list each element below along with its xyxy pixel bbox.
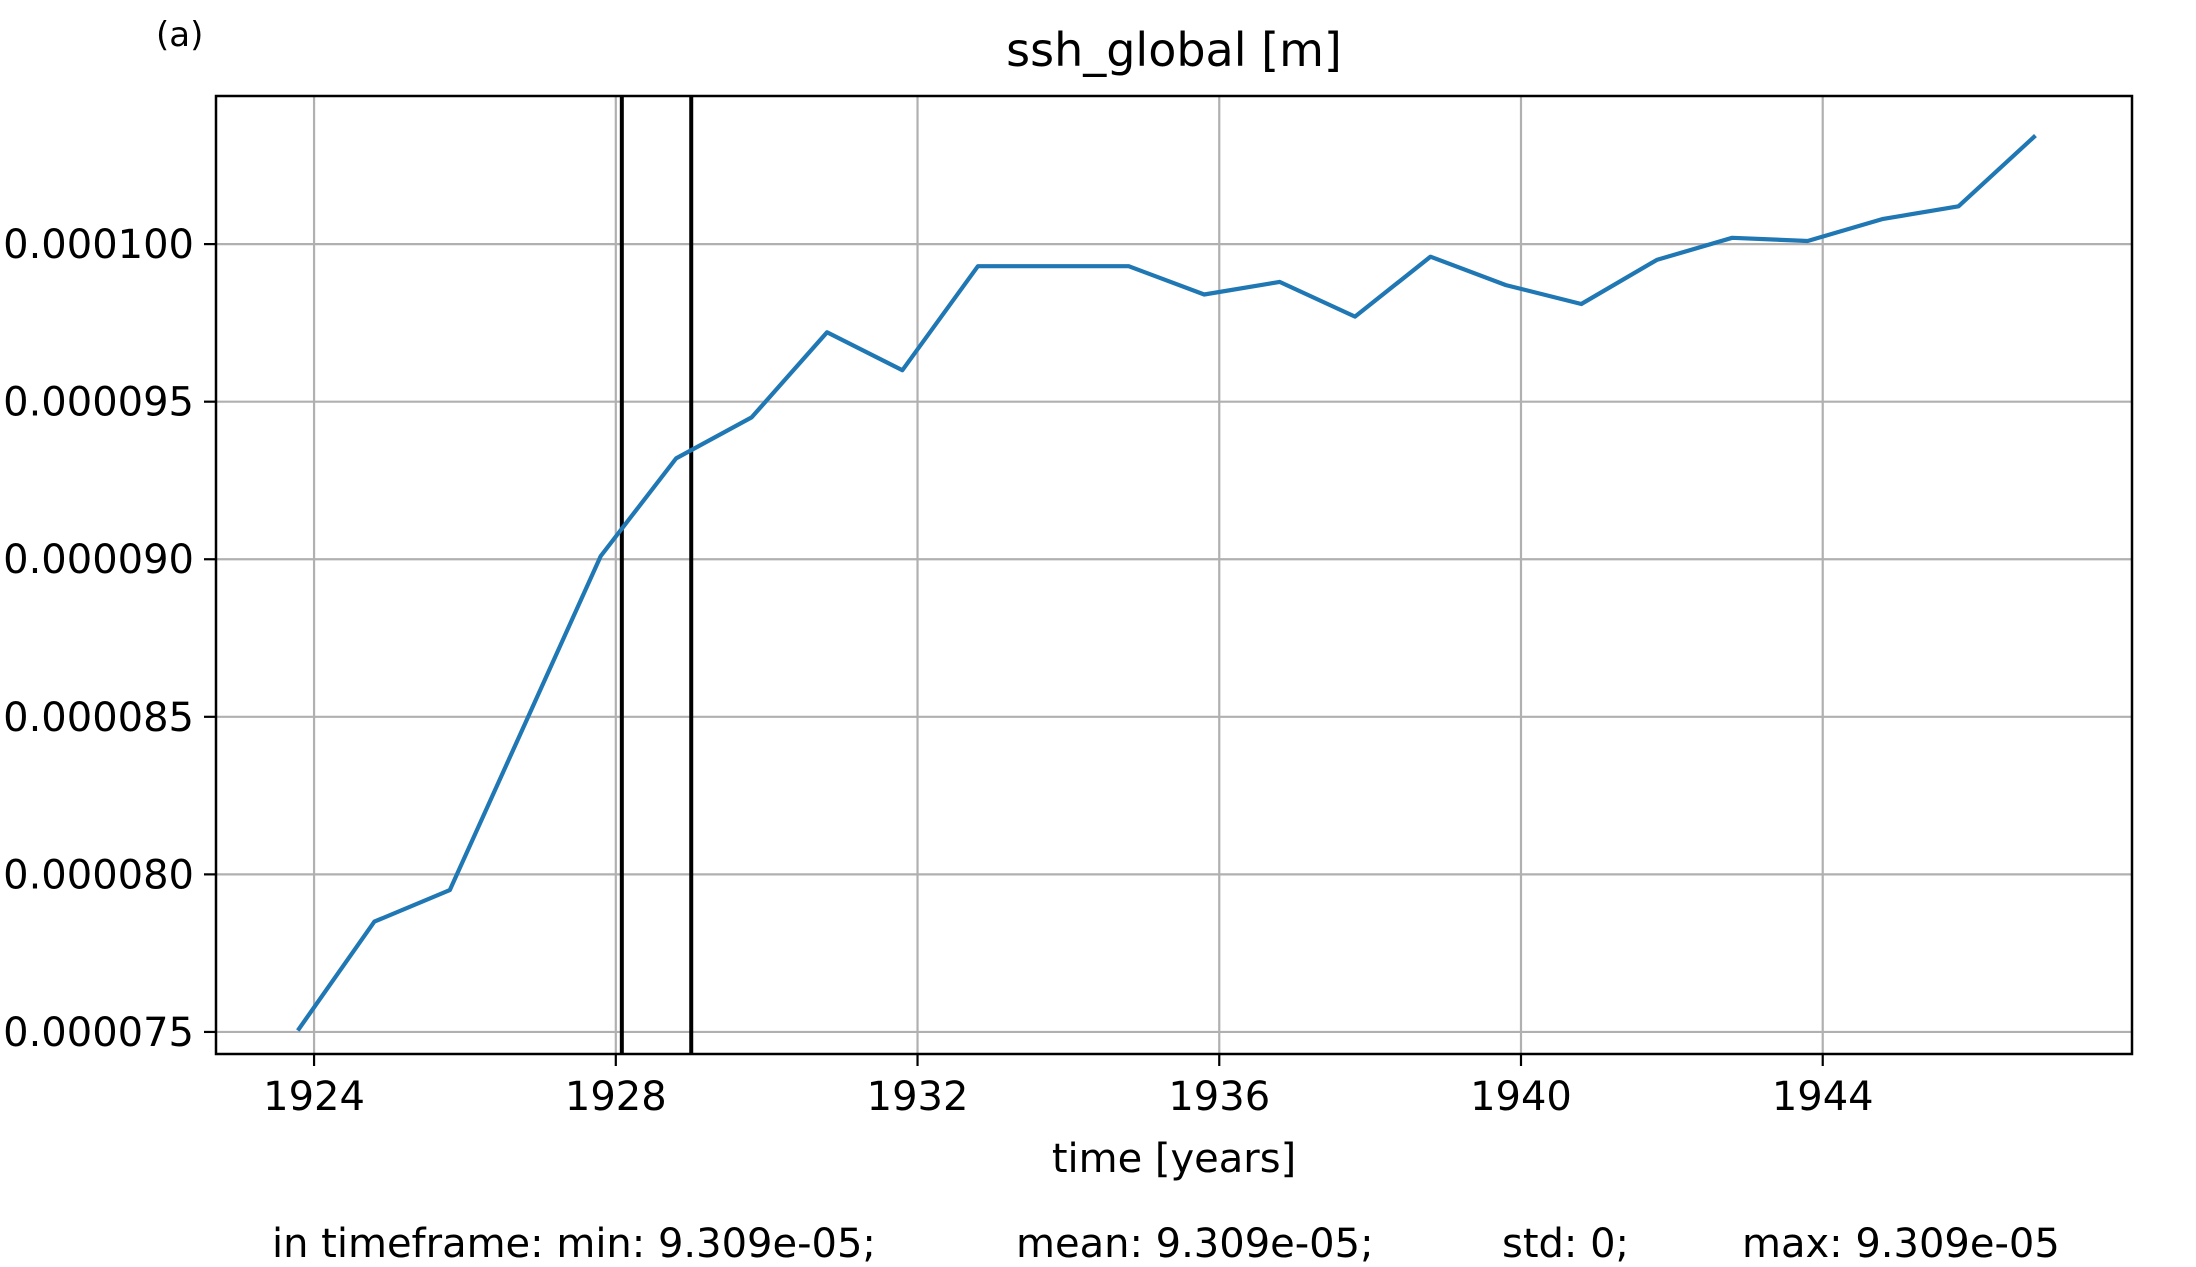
grid <box>216 96 2132 1054</box>
panel-label: (a) <box>156 15 203 55</box>
x-axis-ticks: 1924 1928 1932 1936 1940 1944 <box>263 1054 1874 1120</box>
y-tick-label: 0.000100 <box>3 222 194 268</box>
axes-frame <box>214 94 2134 1056</box>
x-tick-label: 1936 <box>1168 1074 1270 1120</box>
x-tick-label: 1928 <box>565 1074 667 1120</box>
x-tick-label: 1944 <box>1772 1074 1874 1120</box>
stats-std: std: 0; <box>1502 1221 1629 1263</box>
chart-title: ssh_global [m] <box>1006 23 1342 77</box>
y-tick-label: 0.000080 <box>3 852 194 898</box>
y-axis-ticks: 0.000075 0.000080 0.000085 0.000090 0.000095… <box>3 222 216 1056</box>
y-tick-label: 0.000075 <box>3 1010 194 1056</box>
reference-lines <box>619 96 694 1054</box>
stats-mean: mean: 9.309e-05; <box>1016 1221 1374 1263</box>
y-tick-label: 0.000090 <box>3 537 194 583</box>
x-axis-label: time [years] <box>1052 1136 1296 1182</box>
series-layer <box>296 134 2037 1032</box>
stats-min: in timeframe: min: 9.309e-05; <box>272 1221 876 1263</box>
series-line <box>296 134 2037 1032</box>
y-tick-label: 0.000095 <box>3 380 194 426</box>
x-tick-label: 1932 <box>867 1074 969 1120</box>
stats-max: max: 9.309e-05 <box>1742 1221 2060 1263</box>
y-tick-label: 0.000085 <box>3 695 194 741</box>
x-tick-label: 1924 <box>263 1074 365 1120</box>
x-tick-label: 1940 <box>1470 1074 1572 1120</box>
